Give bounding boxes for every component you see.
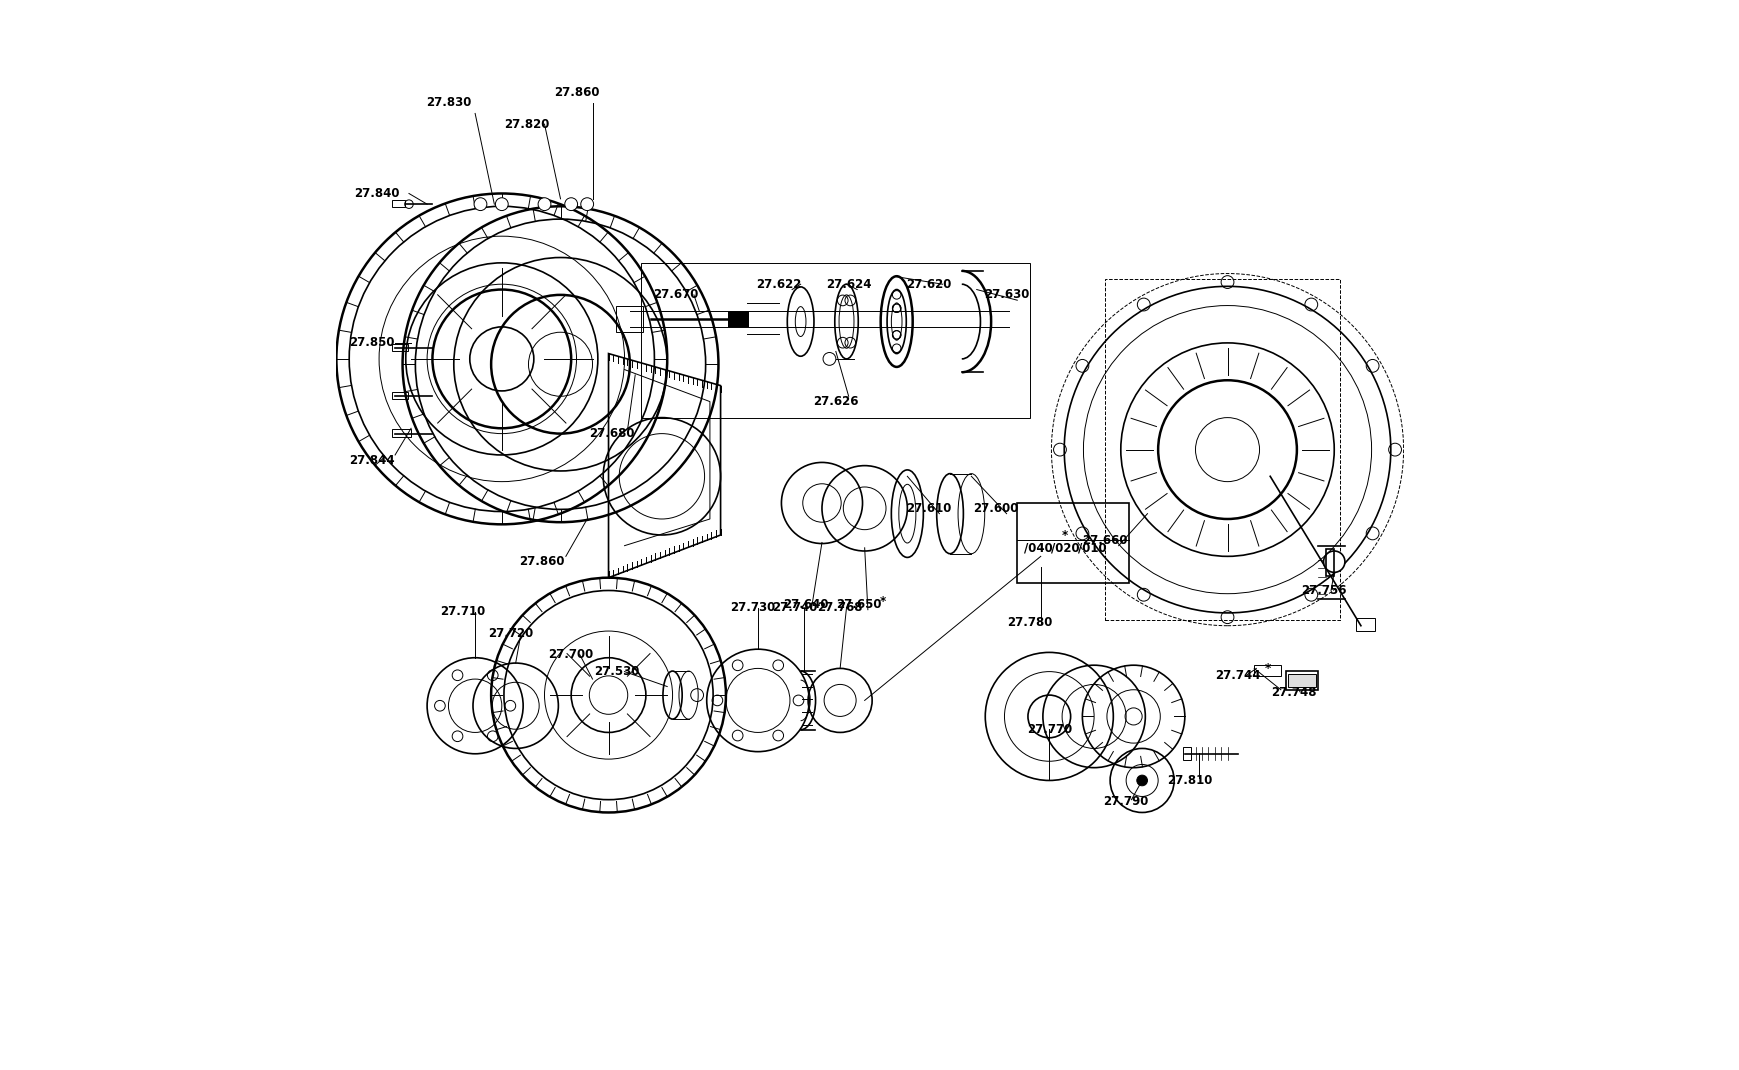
Text: /040: /040 — [1024, 541, 1052, 554]
Text: 27.830: 27.830 — [426, 96, 471, 109]
Text: 27.730: 27.730 — [730, 601, 776, 614]
Text: 27.780: 27.780 — [1007, 616, 1052, 629]
Text: 27.756: 27.756 — [1301, 584, 1346, 597]
Text: 27.744: 27.744 — [1216, 670, 1261, 683]
Bar — [391, 343, 407, 351]
Text: 27.844: 27.844 — [348, 454, 395, 467]
Text: 27.610: 27.610 — [906, 502, 951, 515]
Bar — [391, 429, 410, 437]
Text: 27.720: 27.720 — [487, 627, 532, 640]
Bar — [391, 200, 405, 208]
Bar — [1325, 549, 1334, 576]
Bar — [640, 263, 1029, 417]
Text: *: * — [1264, 662, 1271, 675]
Bar — [616, 306, 642, 332]
Text: 27.810: 27.810 — [1167, 774, 1212, 786]
Text: 27.622: 27.622 — [756, 278, 802, 291]
Text: 27.640: 27.640 — [783, 598, 828, 611]
Text: 27.790: 27.790 — [1103, 795, 1148, 808]
Text: 27.748: 27.748 — [1269, 687, 1316, 700]
Text: /020: /020 — [1050, 541, 1078, 554]
Bar — [1183, 747, 1191, 760]
Text: 27.680: 27.680 — [588, 427, 635, 440]
Text: *: * — [1061, 529, 1068, 541]
Text: 27.768: 27.768 — [817, 601, 863, 614]
Bar — [727, 311, 750, 327]
Bar — [1017, 503, 1129, 583]
Text: 27.740: 27.740 — [772, 601, 817, 614]
Circle shape — [581, 198, 593, 211]
Text: 27.860: 27.860 — [520, 555, 565, 568]
Text: 27.660: 27.660 — [1082, 534, 1127, 547]
Text: 27.700: 27.700 — [548, 648, 593, 661]
Text: 27.770: 27.770 — [1026, 722, 1071, 736]
Bar — [391, 392, 407, 399]
Circle shape — [537, 198, 551, 211]
Text: 27.600: 27.600 — [972, 502, 1017, 515]
Bar — [1104, 279, 1339, 621]
Text: 27.620: 27.620 — [906, 278, 951, 291]
Text: 27.860: 27.860 — [553, 86, 598, 98]
Bar — [1285, 671, 1318, 690]
Bar — [1254, 666, 1280, 676]
Text: 27.624: 27.624 — [826, 278, 871, 291]
Text: 27.650: 27.650 — [836, 598, 882, 611]
Text: 27.626: 27.626 — [812, 395, 857, 408]
Circle shape — [496, 198, 508, 211]
Text: /010: /010 — [1076, 541, 1106, 554]
Bar — [1355, 618, 1374, 631]
Text: 27.710: 27.710 — [440, 606, 485, 618]
Text: 27.850: 27.850 — [348, 336, 395, 350]
Text: 27.530: 27.530 — [595, 666, 640, 678]
Circle shape — [1323, 551, 1344, 572]
Circle shape — [1136, 775, 1146, 785]
Text: 27.630: 27.630 — [983, 289, 1029, 302]
Circle shape — [473, 198, 487, 211]
Text: 27.840: 27.840 — [355, 187, 400, 200]
Text: 27.670: 27.670 — [652, 289, 697, 302]
Text: *: * — [880, 595, 885, 608]
Text: 27.820: 27.820 — [503, 118, 550, 131]
Bar — [1287, 674, 1315, 687]
Circle shape — [565, 198, 577, 211]
Polygon shape — [609, 353, 720, 578]
